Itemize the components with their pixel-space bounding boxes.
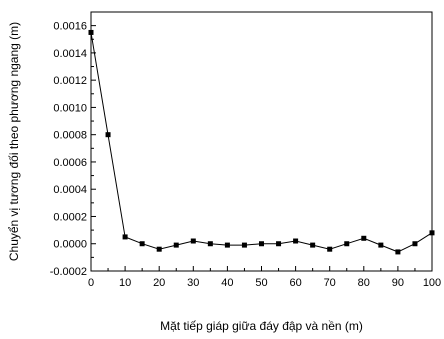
- data-point-marker: [173, 242, 179, 248]
- y-tick-label: 0.0012: [53, 75, 87, 87]
- data-point-marker: [276, 241, 282, 247]
- y-tick-label: 0.0014: [53, 48, 87, 60]
- x-tick-label: 90: [392, 277, 404, 289]
- x-tick-label: 100: [423, 277, 441, 289]
- y-tick-label: 0.0000: [53, 239, 87, 251]
- y-tick-label: 0.0002: [53, 211, 87, 223]
- y-tick-label: 0.0008: [53, 130, 87, 142]
- data-point-marker: [344, 241, 350, 247]
- data-point-marker: [395, 249, 401, 255]
- x-tick-label: 10: [119, 277, 131, 289]
- x-tick-label: 80: [358, 277, 370, 289]
- x-tick-label: 40: [221, 277, 233, 289]
- data-point-marker: [378, 242, 384, 248]
- data-point-marker: [139, 241, 145, 247]
- data-point-marker: [207, 241, 213, 247]
- data-point-marker: [122, 234, 128, 240]
- data-point-marker: [224, 242, 230, 248]
- y-tick-label: 0.0004: [53, 184, 87, 196]
- data-point-marker: [156, 246, 162, 252]
- data-point-marker: [327, 246, 333, 252]
- y-tick-label: -0.0002: [50, 266, 87, 278]
- y-axis-title: Chuyển vị tương đối theo phương ngang (m…: [7, 22, 21, 261]
- data-point-marker: [105, 132, 111, 138]
- data-point-marker: [259, 241, 264, 247]
- x-tick-label: 30: [187, 277, 199, 289]
- x-axis-title: Mặt tiếp giáp giữa đáy đập và nền (m): [160, 319, 363, 333]
- y-tick-label: 0.0006: [53, 157, 87, 169]
- y-tick-label: 0.0010: [53, 102, 87, 114]
- x-tick-label: 50: [255, 277, 267, 289]
- y-tick-label: 0.0016: [53, 21, 87, 33]
- data-point-marker: [241, 242, 247, 248]
- x-tick-label: 70: [324, 277, 336, 289]
- x-tick-label: 0: [88, 277, 94, 289]
- plot-frame: [90, 11, 433, 272]
- ticks-layer: 0 10 20 30 40 50 60 70 80 90 100 -0.0002 0.0000 0.000…: [50, 21, 441, 289]
- data-point-marker: [361, 235, 367, 241]
- data-point-marker: [190, 238, 196, 244]
- x-tick-label: 60: [289, 277, 301, 289]
- data-point-marker: [412, 241, 418, 247]
- x-tick-label: 20: [153, 277, 165, 289]
- data-point-marker: [293, 238, 299, 244]
- data-point-marker: [310, 242, 316, 248]
